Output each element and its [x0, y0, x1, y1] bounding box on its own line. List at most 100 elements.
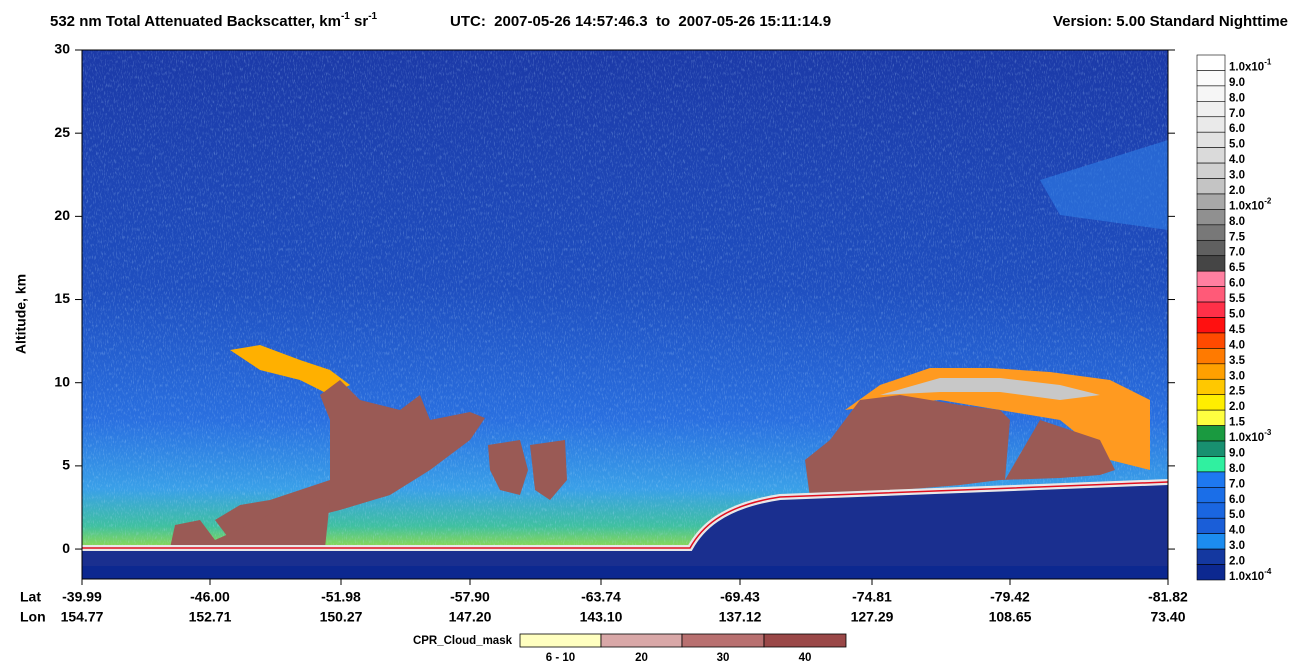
title-text: 532 nm Total Attenuated Backscatter, km [50, 13, 341, 30]
colorbar-label-text: 6.0 [1229, 278, 1245, 290]
legend-swatch [600, 633, 683, 648]
x-row-label: Lat [20, 589, 41, 605]
subtitle: UTC: 2007-05-26 14:57:46.3 to 2007-05-26… [450, 13, 831, 30]
colorbar-swatch [1196, 502, 1226, 519]
y-tick-label: 25 [54, 124, 70, 140]
colorbar-label-text: 6.0 [1229, 494, 1245, 506]
colorbar-label-text: 1.5 [1229, 417, 1246, 429]
colorbar-label: 1.5 [1229, 417, 1246, 429]
title-sup: -1 [341, 11, 350, 22]
colorbar-swatch [1196, 224, 1226, 241]
ground [82, 566, 1168, 579]
colorbar-swatch [1196, 533, 1226, 550]
colorbar-label: 3.0 [1229, 540, 1245, 552]
colorbar-label-text: 8.0 [1229, 463, 1245, 475]
colorbar-swatch [1196, 348, 1226, 365]
title-sup: -1 [368, 11, 377, 22]
colorbar-label: 8.0 [1229, 92, 1245, 104]
lon-label: 152.71 [189, 609, 232, 625]
colorbar-label-text: 9.0 [1229, 448, 1245, 460]
colorbar-swatch [1196, 317, 1226, 334]
cloud [488, 440, 528, 495]
title-text: sr [350, 13, 369, 30]
colorbar-swatch [1196, 409, 1226, 426]
colorbar-swatch [1196, 440, 1226, 457]
colorbar-label: 4.0 [1229, 154, 1245, 166]
cirrus [230, 345, 350, 395]
plot-frame [81, 49, 1169, 580]
colorbar-swatch [1196, 548, 1226, 565]
lon-label: 143.10 [580, 609, 623, 625]
colorbar-label-text: 9.0 [1229, 77, 1245, 89]
y-axis-label: Altitude, km [13, 274, 29, 354]
lon-label: 154.77 [61, 609, 104, 625]
colorbar-label: 1.0x10-1 [1229, 58, 1272, 74]
colorbar-label: 1.0x10-4 [1229, 567, 1272, 583]
cloud [530, 440, 567, 500]
colorbar-label: 3.0 [1229, 370, 1245, 382]
colorbar-label-text: 8.0 [1229, 92, 1245, 104]
colorbar-label: 3.0 [1229, 170, 1245, 182]
cloud [805, 395, 1115, 498]
colorbar-label-text: 1.0x10 [1229, 61, 1264, 73]
y-tick-label: 5 [62, 457, 70, 473]
colorbar-label: 4.0 [1229, 525, 1245, 537]
lon-label: 108.65 [989, 609, 1032, 625]
colorbar-label: 5.5 [1229, 293, 1246, 305]
lon-label: 150.27 [320, 609, 363, 625]
colorbar-label: 2.0 [1229, 556, 1245, 568]
y-tick-label: 0 [62, 540, 70, 556]
colorbar-label-text: 2.5 [1229, 386, 1246, 398]
colorbar-swatch [1196, 70, 1226, 87]
legend-label: 6 - 10 [546, 652, 575, 664]
colorbar-swatch [1196, 239, 1226, 257]
curtain-image [82, 50, 1168, 579]
lat-label: -74.81 [852, 589, 892, 605]
colorbar-label-text: 7.0 [1229, 247, 1245, 259]
colorbar-label-text: 2.0 [1229, 185, 1245, 197]
lat-label: -51.98 [321, 589, 361, 605]
colorbar-label: 8.0 [1229, 463, 1245, 475]
legend-swatch [763, 633, 847, 648]
colorbar-swatch [1196, 363, 1226, 380]
x-row-label: Lon [20, 609, 46, 625]
colorbar-label-text: 1.0x10 [1229, 432, 1264, 444]
lat-label: -46.00 [190, 589, 230, 605]
colorbar-swatch [1196, 394, 1226, 411]
colorbar-swatch [1196, 425, 1226, 442]
lon-label: 127.29 [851, 609, 894, 625]
colorbar-label-text: 3.5 [1229, 355, 1246, 367]
colorbar-swatch [1196, 270, 1226, 287]
colorbar-label-text: 6.0 [1229, 123, 1245, 135]
colorbar-swatch [1196, 332, 1226, 349]
colorbar-label-text: 4.5 [1229, 324, 1246, 336]
colorbar-label: 1.0x10-3 [1229, 428, 1272, 444]
lon-label: 147.20 [449, 609, 492, 625]
version: Version: 5.00 Standard Nighttime [1053, 13, 1288, 30]
colorbar-swatch [1196, 101, 1226, 118]
lat-label: -69.43 [720, 589, 760, 605]
colorbar-swatch [1196, 487, 1226, 504]
aerosol-layer [1040, 140, 1168, 230]
legend-swatch [519, 633, 602, 648]
colorbar-label-text: 2.0 [1229, 556, 1245, 568]
colorbar-label-text: 3.0 [1229, 540, 1245, 552]
legend-swatch [681, 633, 765, 648]
colorbar-swatch [1196, 54, 1226, 71]
colorbar-label: 9.0 [1229, 448, 1245, 460]
colorbar-swatch [1196, 286, 1226, 303]
colorbar-swatch [1196, 209, 1226, 226]
colorbar-swatch [1196, 471, 1226, 488]
colorbar-swatch [1196, 564, 1226, 581]
colorbar-label: 4.5 [1229, 324, 1246, 336]
colorbar-swatch [1196, 162, 1226, 179]
colorbar-label: 7.0 [1229, 478, 1245, 490]
cloud [215, 380, 485, 540]
colorbar-swatch [1196, 131, 1226, 148]
lat-label: -79.42 [990, 589, 1030, 605]
colorbar-label-text: 7.0 [1229, 478, 1245, 490]
colorbar-label: 2.0 [1229, 401, 1245, 413]
colorbar-label-text: 2.0 [1229, 401, 1245, 413]
colorbar-swatch [1196, 193, 1226, 210]
